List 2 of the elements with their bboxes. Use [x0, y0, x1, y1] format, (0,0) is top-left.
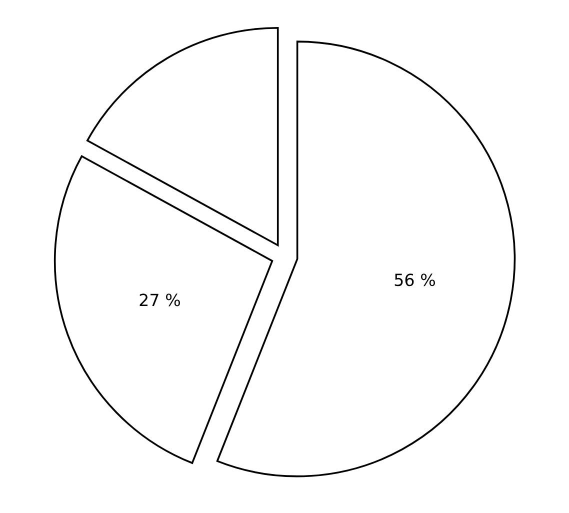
data-label: 56 % [394, 274, 435, 286]
data-label: 27 % [140, 294, 180, 306]
